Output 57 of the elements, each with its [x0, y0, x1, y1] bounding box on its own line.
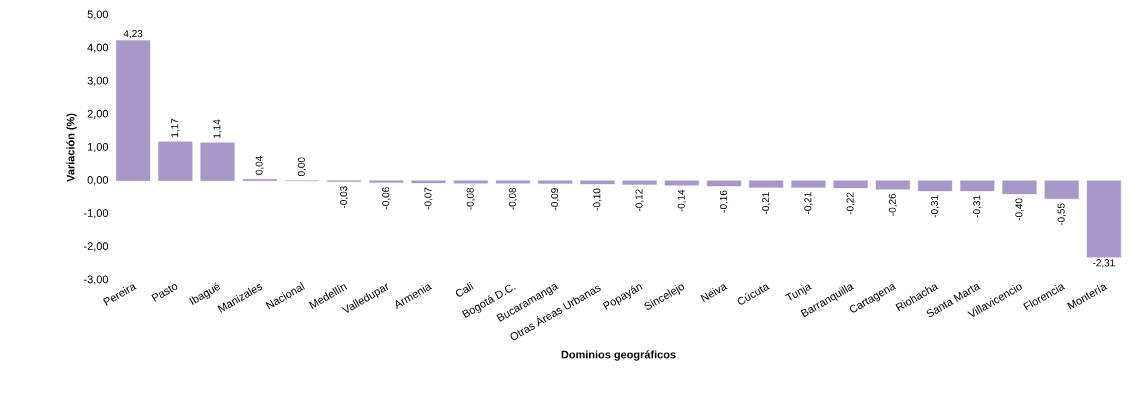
data-label: -0,12 [635, 189, 644, 212]
bar [791, 180, 826, 188]
data-label: -2,31 [1092, 259, 1115, 268]
data-label: -0,21 [762, 192, 771, 215]
data-label: -0,08 [466, 187, 475, 210]
bar [495, 180, 531, 184]
bar [453, 180, 488, 184]
data-label: -0,40 [1015, 198, 1024, 221]
data-label: -0,06 [382, 187, 391, 210]
bar [411, 180, 446, 184]
data-label: -0,10 [593, 188, 602, 211]
x-tick-label: Pasto [151, 284, 178, 302]
bar [875, 180, 910, 190]
data-label: -0,22 [846, 192, 855, 215]
x-tick-label: Neiva [700, 284, 728, 303]
data-label: -0,16 [719, 190, 729, 213]
y-tick-label: -2,00 [83, 242, 109, 252]
y-tick-label: -3,00 [83, 275, 109, 285]
bar [1044, 180, 1079, 200]
data-label: 4,23 [123, 30, 143, 39]
data-label: -0,07 [424, 187, 433, 210]
bar [200, 142, 235, 181]
bar [664, 180, 699, 186]
bar [749, 180, 784, 188]
y-tick-label: 0,00 [87, 176, 109, 186]
bar [580, 180, 615, 185]
bar [116, 40, 151, 181]
data-label: -0,14 [677, 189, 686, 212]
data-label: 1,14 [213, 119, 222, 138]
data-label: -0,08 [508, 187, 518, 210]
x-axis-title: Dominios geográficos [561, 350, 676, 361]
bar [1086, 180, 1121, 258]
bar [960, 180, 995, 192]
data-label: 0,04 [255, 156, 264, 175]
y-axis-title: Variación (%) [66, 113, 77, 182]
y-tick-label: 3,00 [87, 76, 109, 86]
y-tick-label: 4,00 [87, 43, 109, 53]
bar [158, 141, 193, 181]
data-label: -0,09 [551, 188, 560, 211]
data-label: -0,26 [888, 193, 897, 216]
data-label: -0,55 [1057, 203, 1066, 226]
data-label: -0,31 [930, 195, 940, 218]
data-label: -0,21 [804, 192, 813, 215]
bar [622, 180, 657, 185]
data-label: -0,31 [973, 195, 982, 218]
bar [538, 180, 573, 184]
y-tick-label: 2,00 [87, 109, 109, 119]
bar [917, 180, 953, 192]
bar [706, 180, 742, 187]
y-tick-label: 5,00 [87, 10, 109, 20]
data-label: 1,17 [171, 118, 180, 137]
y-tick-label: -1,00 [83, 209, 109, 219]
bar [833, 180, 868, 189]
bar [1002, 180, 1037, 195]
data-label: 0,00 [297, 157, 307, 177]
y-tick-label: 1,00 [87, 142, 109, 153]
data-label: -0,03 [340, 186, 349, 209]
